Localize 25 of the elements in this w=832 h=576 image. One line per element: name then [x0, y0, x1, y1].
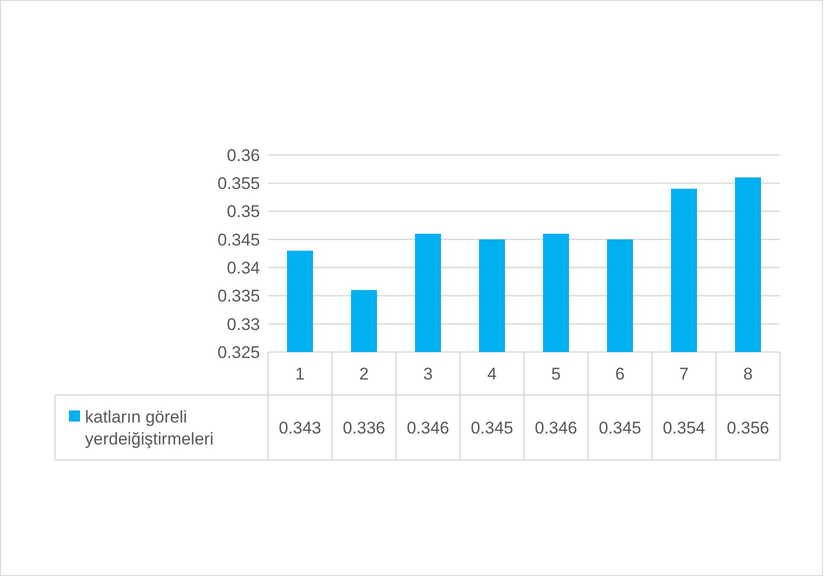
y-tick-label: 0.355 — [217, 174, 260, 194]
data-label: 0.345 — [470, 418, 514, 438]
x-tick-label: 5 — [551, 364, 561, 384]
data-label: 0.356 — [726, 418, 770, 438]
y-tick-label: 0.36 — [226, 146, 260, 165]
x-tick-label: 8 — [743, 364, 753, 384]
y-tick-label: 0.34 — [226, 258, 260, 278]
data-label: 0.343 — [278, 418, 322, 438]
y-tick-label: 0.345 — [217, 230, 260, 250]
y-tick-label: 0.33 — [226, 314, 260, 334]
x-tick-label: 3 — [423, 364, 433, 384]
y-tick-label: 0.325 — [217, 342, 260, 362]
x-tick-label: 7 — [679, 364, 689, 384]
data-label: 0.354 — [662, 418, 706, 438]
y-tick-label: 0.35 — [226, 202, 260, 222]
x-tick-label: 4 — [487, 364, 497, 384]
y-tick-label: 0.335 — [217, 286, 260, 306]
legend-label: katların göreli yerdeiğiştirmeleri — [85, 407, 214, 448]
x-tick-label: 6 — [615, 364, 625, 384]
data-label: 0.346 — [406, 418, 450, 438]
data-label: 0.346 — [534, 418, 578, 438]
x-tick-label: 1 — [295, 364, 305, 384]
data-label: 0.345 — [598, 418, 642, 438]
x-tick-label: 2 — [359, 364, 369, 384]
data-label: 0.336 — [342, 418, 386, 438]
